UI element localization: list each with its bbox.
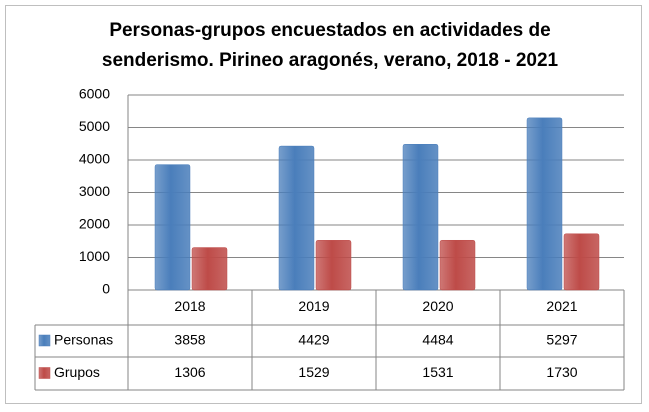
- table-value: 1306: [174, 364, 205, 380]
- legend-label: Grupos: [54, 364, 100, 380]
- bar: [278, 145, 315, 291]
- x-tick-label: 2019: [298, 298, 329, 314]
- bar: [315, 240, 352, 291]
- legend-swatch: [38, 334, 51, 347]
- y-tick-label: 2000: [79, 216, 110, 232]
- bar: [439, 239, 476, 291]
- table-value: 1531: [422, 364, 453, 380]
- table-value: 4429: [298, 332, 329, 348]
- bar: [563, 233, 600, 291]
- legend-label: Personas: [54, 332, 113, 348]
- y-tick-label: 5000: [79, 118, 110, 134]
- x-tick-label: 2020: [422, 298, 453, 314]
- bar: [154, 164, 191, 291]
- x-tick-label: 2018: [174, 298, 205, 314]
- table-value: 1529: [298, 364, 329, 380]
- y-tick-label: 3000: [79, 183, 110, 199]
- y-tick-label: 6000: [79, 86, 110, 102]
- y-tick-label: 0: [102, 281, 110, 297]
- legend-swatch: [38, 367, 51, 379]
- chart-title: Personas-grupos encuestados en actividad…: [101, 20, 559, 71]
- bar: [191, 247, 228, 291]
- table-value: 3858: [174, 332, 205, 348]
- table-value: 4484: [422, 332, 453, 348]
- table-value: 5297: [546, 332, 577, 348]
- bar: [526, 117, 563, 291]
- y-tick-label: 4000: [79, 151, 110, 167]
- y-tick-label: 1000: [79, 248, 110, 264]
- table-value: 1730: [546, 364, 577, 380]
- x-tick-label: 2021: [546, 298, 577, 314]
- bar: [402, 144, 439, 291]
